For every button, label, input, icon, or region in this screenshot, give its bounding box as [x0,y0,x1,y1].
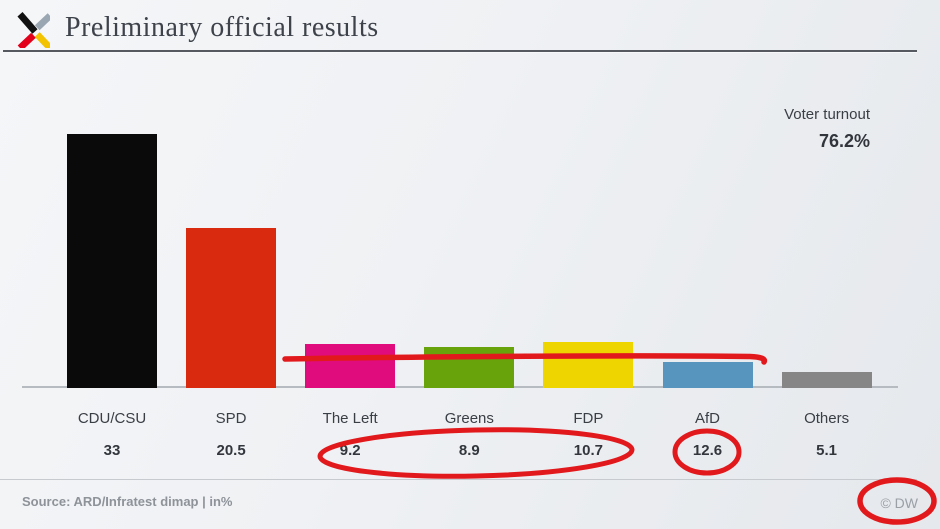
bar-afd [662,362,753,388]
bar-cdu-csu [67,134,157,388]
party-label: SPD [215,410,247,427]
source-note: Source: ARD/Infratest dimap | in% [22,494,233,509]
header-divider [3,50,917,53]
party-value: 5.1 [816,442,838,459]
party-label: FDP [573,410,604,427]
voter-turnout-label: Voter turnout [784,106,870,123]
bar-fdp [543,342,634,388]
bar-spd [186,228,277,388]
party-value: 33 [103,442,121,459]
party-label: CDU/CSU [77,410,147,427]
party-label: The Left [322,410,378,427]
party-value: 20.5 [216,442,246,459]
footer-divider [0,479,917,480]
party-value: 9.2 [339,442,361,459]
dw-copyright: © DW [880,495,918,511]
bar-greens [424,347,515,388]
voter-turnout: Voter turnout 76.2% [784,106,870,152]
party-value: 8.9 [458,442,480,459]
page-title: Preliminary official results [65,12,379,43]
party-label: Greens [444,410,494,427]
party-value: 10.7 [573,442,603,459]
party-value: 12.6 [692,442,723,459]
dw-x-logo-icon [17,12,50,48]
voter-turnout-value: 76.2% [818,131,870,151]
bar-the-left [305,344,396,388]
party-label: AfD [694,410,720,427]
party-label: Others [804,410,850,427]
bar-others [781,372,872,388]
